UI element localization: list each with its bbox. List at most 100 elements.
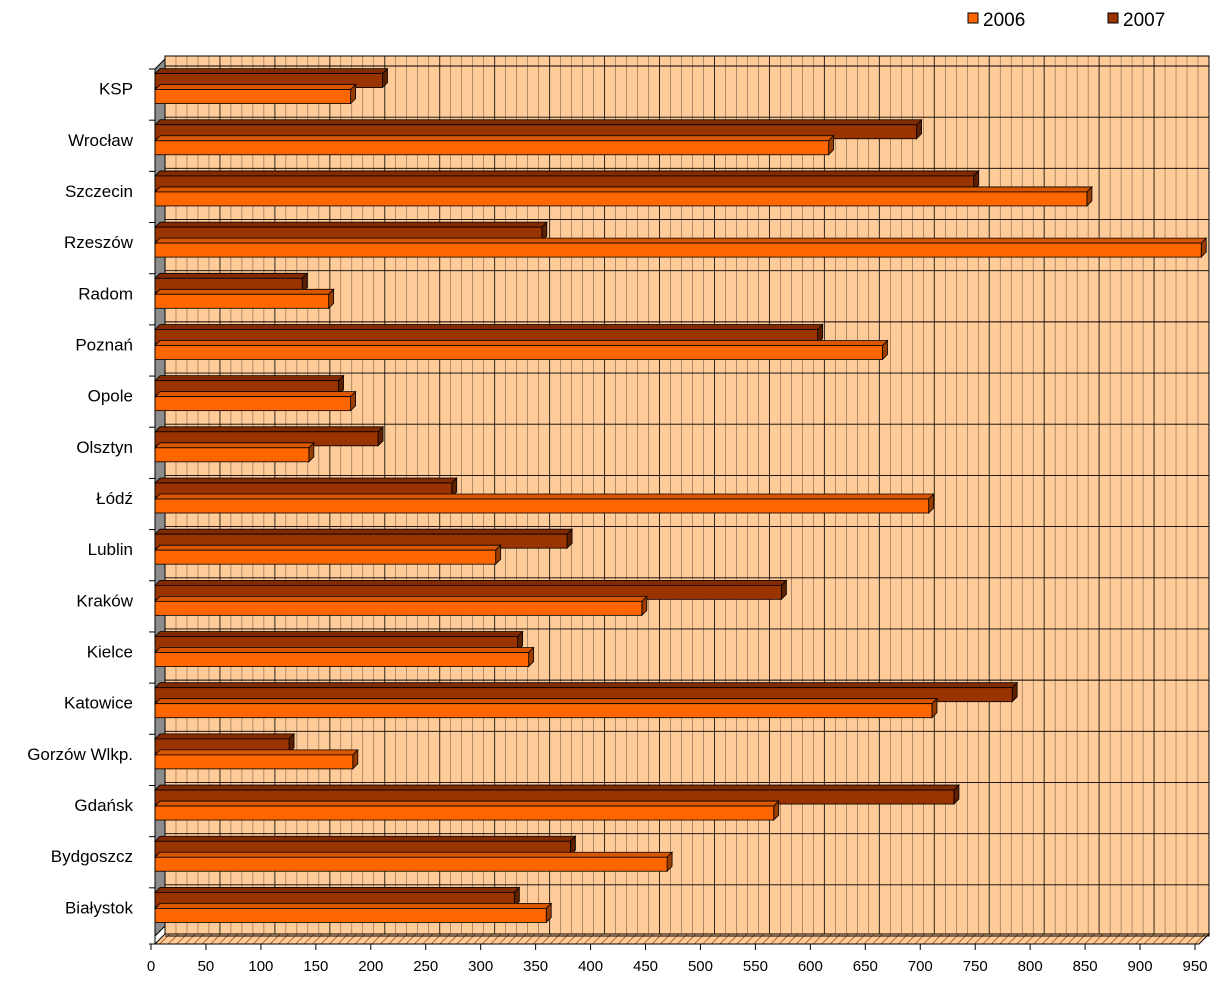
category-label: Kraków bbox=[76, 591, 133, 610]
category-label: Lublin bbox=[88, 540, 133, 559]
category-label: Białystok bbox=[65, 898, 134, 917]
bar-top bbox=[155, 632, 523, 637]
bar-face bbox=[155, 755, 353, 769]
x-tick-label: 700 bbox=[908, 958, 933, 975]
category-label: Olsztyn bbox=[76, 438, 133, 457]
category-label: Gorzów Wlkp. bbox=[27, 745, 133, 764]
bar-2006-13 bbox=[155, 750, 358, 769]
bar-top bbox=[155, 699, 937, 704]
bar-top bbox=[155, 903, 551, 908]
x-tick-label: 800 bbox=[1018, 958, 1043, 975]
bar-top bbox=[155, 69, 387, 74]
bar-top bbox=[155, 392, 356, 397]
legend-swatch-2006 bbox=[968, 13, 978, 23]
x-tick-label: 900 bbox=[1128, 958, 1153, 975]
bar-face bbox=[155, 294, 329, 308]
bar-top bbox=[155, 324, 823, 329]
x-tick-label: 300 bbox=[468, 958, 493, 975]
bar-top bbox=[155, 648, 534, 653]
bar-top bbox=[155, 171, 979, 176]
bar-face bbox=[155, 397, 351, 411]
bar-face bbox=[155, 550, 496, 564]
bar-face bbox=[155, 857, 667, 871]
bar-top bbox=[155, 376, 344, 381]
x-tick-label: 0 bbox=[147, 958, 155, 975]
bar-face bbox=[155, 653, 529, 667]
bar-2006-11 bbox=[155, 648, 534, 667]
legend-swatch-2007 bbox=[1108, 13, 1118, 23]
x-tick-label: 350 bbox=[523, 958, 548, 975]
bar-face bbox=[155, 601, 642, 615]
bar-top bbox=[155, 85, 356, 90]
bar-2006-7 bbox=[155, 443, 314, 462]
bar-top bbox=[155, 683, 1017, 688]
bar-top bbox=[155, 852, 672, 857]
bar-2006-14 bbox=[155, 801, 779, 820]
x-tick-label: 150 bbox=[303, 958, 328, 975]
bar-top bbox=[155, 120, 922, 125]
x-tick-label: 100 bbox=[248, 958, 273, 975]
category-label: Rzeszów bbox=[64, 233, 134, 252]
category-label: Szczecin bbox=[65, 182, 133, 201]
category-label: KSP bbox=[99, 80, 133, 99]
bar-2006-9 bbox=[155, 545, 501, 564]
x-tick-label: 650 bbox=[853, 958, 878, 975]
bar-top bbox=[155, 289, 334, 294]
bar-2006-8 bbox=[155, 494, 934, 513]
bar-top bbox=[155, 785, 959, 790]
bar-top bbox=[155, 580, 786, 585]
bar-2006-10 bbox=[155, 596, 647, 615]
x-tick-label: 500 bbox=[688, 958, 713, 975]
bar-face bbox=[155, 908, 546, 922]
category-label: Opole bbox=[88, 387, 133, 406]
bar-top bbox=[155, 238, 1206, 243]
x-tick-label: 200 bbox=[358, 958, 383, 975]
bar-top bbox=[155, 136, 834, 141]
bar-top bbox=[155, 734, 294, 739]
bar-top bbox=[155, 340, 888, 345]
bar-face bbox=[155, 243, 1201, 257]
bar-top bbox=[155, 427, 383, 432]
bar-top bbox=[155, 801, 779, 806]
x-tick-label: 600 bbox=[798, 958, 823, 975]
legend-label-2006: 2006 bbox=[983, 10, 1025, 31]
bar-2006-4 bbox=[155, 289, 334, 308]
bar-top bbox=[155, 187, 1092, 192]
x-tick-label: 750 bbox=[963, 958, 988, 975]
x-tick-label: 550 bbox=[743, 958, 768, 975]
bar-2006-2 bbox=[155, 187, 1092, 206]
x-tick-label: 400 bbox=[578, 958, 603, 975]
category-label: Poznań bbox=[75, 335, 133, 354]
bar-top bbox=[155, 273, 307, 278]
bar-2006-1 bbox=[155, 136, 834, 155]
category-label: Radom bbox=[78, 284, 133, 303]
bar-face bbox=[155, 345, 883, 359]
category-label: Bydgoszcz bbox=[51, 847, 133, 866]
bar-top bbox=[155, 545, 501, 550]
bar-face bbox=[155, 806, 774, 820]
bar-face bbox=[155, 499, 929, 513]
bar-top bbox=[155, 222, 547, 227]
bar-top bbox=[155, 750, 358, 755]
floor bbox=[155, 934, 1209, 944]
category-label: Kielce bbox=[87, 643, 133, 662]
bar-face bbox=[155, 90, 351, 104]
legend: 2006 2007 bbox=[968, 10, 1165, 31]
bar-top bbox=[155, 529, 572, 534]
bar-2006-3 bbox=[155, 238, 1206, 257]
bar-2006-12 bbox=[155, 699, 937, 718]
bar-face bbox=[155, 704, 932, 718]
x-tick-label: 450 bbox=[633, 958, 658, 975]
bar-2006-0 bbox=[155, 85, 356, 104]
category-label: Katowice bbox=[64, 694, 133, 713]
category-label: Gdańsk bbox=[74, 796, 133, 815]
x-tick-label: 950 bbox=[1182, 958, 1207, 975]
bar-top bbox=[155, 596, 647, 601]
bar-top bbox=[155, 478, 457, 483]
bar-2006-16 bbox=[155, 903, 551, 922]
bar-face bbox=[155, 141, 829, 155]
bar-face bbox=[155, 448, 309, 462]
bar-2006-5 bbox=[155, 340, 888, 359]
bar-top bbox=[155, 887, 519, 892]
